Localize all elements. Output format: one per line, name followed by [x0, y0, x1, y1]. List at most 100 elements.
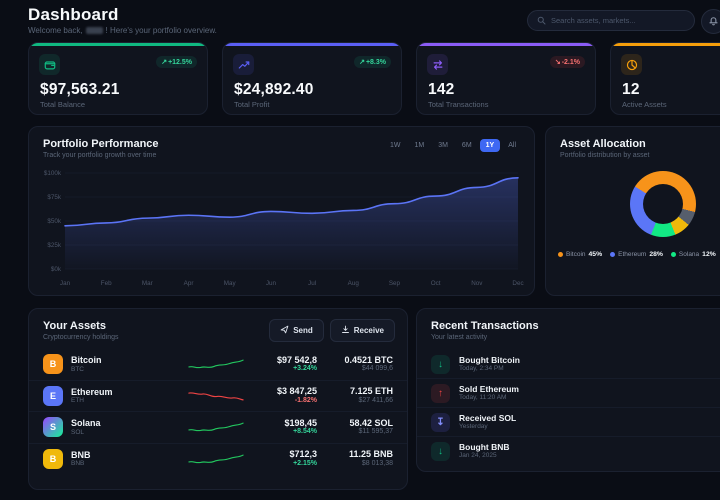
panel-title: Your Assets	[43, 320, 106, 332]
svg-text:Apr: Apr	[184, 280, 194, 287]
legend-dot	[670, 252, 676, 257]
range-all[interactable]: All	[508, 142, 516, 149]
stat-card-total-transactions: ↘ -2.1% 142 Total Transactions	[416, 42, 596, 115]
recent-transactions-panel: Recent Transactions Your latest activity…	[416, 308, 720, 472]
legend-item-bitcoin: Bitcoin 45%	[558, 251, 602, 258]
card-accent-bar	[417, 43, 595, 46]
bnb-icon: B	[43, 448, 63, 469]
pie-chart-icon	[621, 54, 642, 75]
svg-text:$75k: $75k	[47, 194, 62, 201]
svg-text:Aug: Aug	[348, 280, 360, 287]
legend-dot	[558, 252, 563, 257]
stat-label: Total Profit	[234, 100, 270, 109]
card-accent-bar	[611, 43, 720, 46]
svg-text:Feb: Feb	[101, 280, 112, 287]
stat-value: $97,563.21	[40, 81, 120, 98]
wallet-icon	[39, 54, 60, 75]
svg-text:Mar: Mar	[142, 280, 153, 287]
range-3m[interactable]: 3M	[438, 142, 448, 149]
asset-row-bnb[interactable]: B BNB BNB $712,3 +2.15% 11.25 BNB $8 013,38	[29, 442, 407, 475]
arrow-down-icon: ↓	[431, 441, 450, 461]
transaction-row[interactable]: ↑ Sold Ethereum Today, 11:20 AM	[417, 378, 720, 407]
svg-text:Dec: Dec	[512, 280, 523, 287]
card-accent-bar	[223, 43, 401, 46]
range-1m[interactable]: 1M	[414, 142, 425, 149]
stat-label: Active Assets	[622, 100, 667, 109]
stat-label: Total Balance	[40, 100, 86, 109]
range-1y[interactable]: 1Y	[479, 139, 501, 152]
stat-card-active-assets: 12 Active Assets	[610, 42, 720, 115]
change-badge: ↗ +8.3%	[354, 56, 391, 68]
stat-value: 12	[622, 81, 640, 98]
welcome-prefix: Welcome back,	[28, 26, 83, 35]
performance-area-chart: $0k $25k $50k $75k $100k Jan Feb Mar Apr May Jun Ju…	[44, 170, 524, 287]
welcome-suffix: ! Here's your portfolio overview.	[105, 26, 217, 35]
portfolio-performance-panel: Portfolio Performance Track your portfol…	[28, 126, 535, 296]
panel-subtitle: Your latest activity	[431, 334, 488, 341]
svg-text:Nov: Nov	[471, 280, 483, 287]
download-icon	[341, 325, 350, 336]
arrow-receive-icon: ↧	[431, 412, 450, 432]
range-6m[interactable]: 6M	[461, 142, 472, 149]
svg-text:$25k: $25k	[47, 242, 62, 249]
time-range-selector: 1W 1M 3M 6M 1Y All	[384, 139, 522, 152]
ethereum-icon: E	[43, 385, 63, 406]
card-accent-bar	[29, 43, 207, 46]
asset-allocation-panel: Asset Allocation Portfolio distribution …	[545, 126, 720, 296]
panel-title: Asset Allocation	[560, 138, 646, 150]
svg-text:$100k: $100k	[44, 170, 62, 177]
panel-title: Recent Transactions	[431, 320, 539, 332]
range-1w[interactable]: 1W	[389, 142, 401, 149]
send-button[interactable]: Send	[269, 319, 324, 342]
transaction-list: ↓ Bought Bitcoin Today, 2:34 PM ↑ Sold Et…	[417, 350, 720, 465]
sparkline	[188, 454, 244, 463]
svg-text:Jul: Jul	[308, 280, 316, 287]
your-assets-panel: Your Assets Cryptocurrency holdings Send…	[28, 308, 408, 490]
bell-icon	[708, 13, 719, 31]
notification-button[interactable]	[701, 9, 720, 34]
svg-text:Jan: Jan	[60, 280, 71, 287]
stat-value: 142	[428, 81, 455, 98]
transaction-row[interactable]: ↧ Received SOL Yesterday	[417, 407, 720, 436]
search-input[interactable]	[551, 16, 685, 25]
page-title: Dashboard	[28, 5, 119, 24]
asset-row-bitcoin[interactable]: B Bitcoin BTC $97 542,8 +3.24% 0.4521 BTC $…	[29, 349, 407, 380]
change-badge: ↗ +12.5%	[156, 56, 197, 68]
swap-icon	[427, 54, 448, 75]
svg-text:Jun: Jun	[266, 280, 277, 287]
panel-subtitle: Portfolio distribution by asset	[560, 152, 650, 159]
search-bar[interactable]	[527, 10, 695, 31]
sparkline	[188, 422, 244, 432]
svg-text:May: May	[224, 280, 237, 287]
stat-value: $24,892.40	[234, 81, 314, 98]
legend-item-solana: Solana 12%	[670, 251, 716, 258]
transaction-row[interactable]: ↓ Bought Bitcoin Today, 2:34 PM	[417, 350, 720, 378]
bitcoin-icon: B	[43, 354, 63, 375]
allocation-donut-chart	[630, 171, 696, 237]
stat-card-total-profit: ↗ +8.3% $24,892.40 Total Profit	[222, 42, 402, 115]
asset-row-solana[interactable]: S Solana SOL $198,45 +8.54% 58.42 SOL $11 5…	[29, 411, 407, 443]
stat-label: Total Transactions	[428, 100, 489, 109]
panel-title: Portfolio Performance	[43, 138, 159, 150]
change-badge: ↘ -2.1%	[549, 56, 585, 68]
panel-subtitle: Track your portfolio growth over time	[43, 152, 157, 159]
trending-up-icon	[233, 54, 254, 75]
sparkline	[188, 359, 244, 369]
search-icon	[537, 12, 546, 30]
asset-list: B Bitcoin BTC $97 542,8 +3.24% 0.4521 BTC $…	[29, 349, 407, 474]
solana-icon: S	[43, 417, 63, 438]
welcome-text: Welcome back, ! Here's your portfolio ov…	[28, 26, 217, 35]
svg-text:$50k: $50k	[47, 218, 62, 225]
asset-row-ethereum[interactable]: E Ethereum ETH $3 847,25 -1.82% 7.125 ETH $…	[29, 379, 407, 412]
svg-text:Oct: Oct	[431, 280, 441, 287]
donut-hole	[643, 184, 683, 224]
send-icon	[280, 325, 289, 336]
receive-button[interactable]: Receive	[329, 319, 395, 342]
sparkline	[188, 392, 244, 401]
transaction-row[interactable]: ↓ Bought BNB Jan 24, 2025	[417, 436, 720, 465]
panel-subtitle: Cryptocurrency holdings	[43, 334, 119, 341]
legend-dot	[610, 252, 616, 257]
redacted-username	[85, 27, 103, 34]
